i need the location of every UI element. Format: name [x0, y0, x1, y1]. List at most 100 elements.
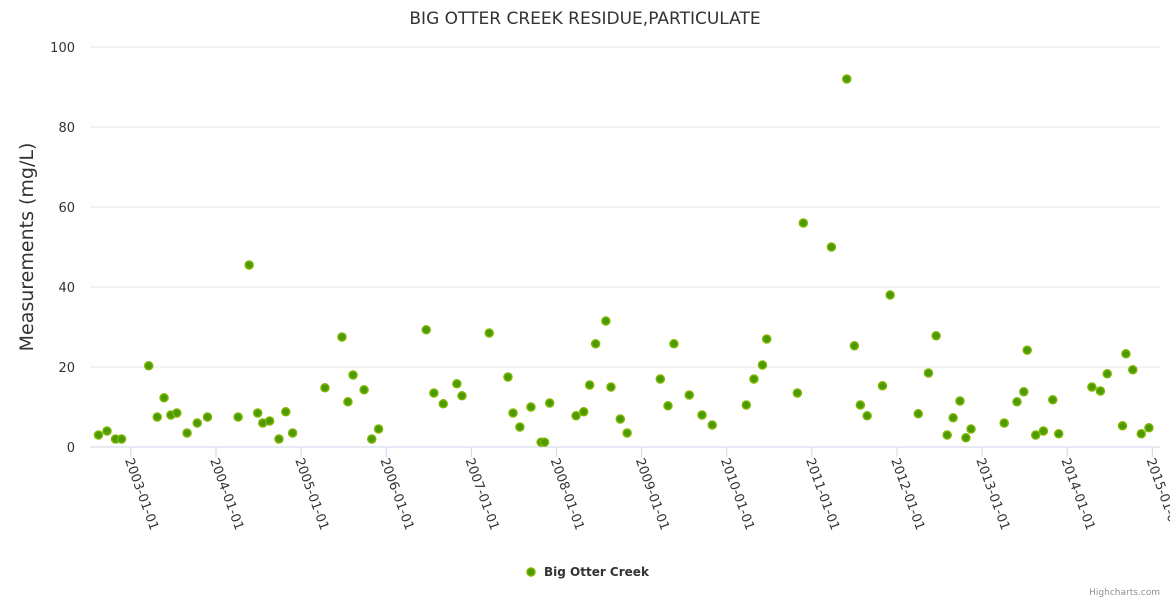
- data-point[interactable]: [457, 391, 467, 401]
- data-point[interactable]: [202, 412, 213, 422]
- data-point[interactable]: [757, 360, 768, 370]
- x-tick-label: 2007-01-01: [462, 456, 502, 532]
- legend-item[interactable]: Big Otter Creek: [526, 565, 650, 579]
- data-point[interactable]: [606, 382, 616, 392]
- data-point[interactable]: [264, 416, 275, 426]
- data-point[interactable]: [281, 407, 291, 417]
- data-point[interactable]: [192, 418, 203, 428]
- grid-lines: [90, 46, 1160, 368]
- data-point[interactable]: [669, 339, 679, 349]
- data-point[interactable]: [244, 260, 254, 270]
- data-point[interactable]: [955, 396, 965, 406]
- data-point[interactable]: [367, 434, 377, 444]
- data-point[interactable]: [885, 290, 895, 300]
- data-points: [93, 74, 1154, 447]
- data-point[interactable]: [663, 401, 673, 411]
- data-point[interactable]: [741, 400, 752, 410]
- data-point[interactable]: [849, 341, 860, 351]
- credits-link[interactable]: Highcharts.com: [1089, 588, 1160, 598]
- data-point[interactable]: [159, 393, 169, 403]
- y-tick-label: 20: [58, 361, 75, 376]
- data-point[interactable]: [923, 368, 934, 378]
- data-point[interactable]: [1019, 387, 1029, 397]
- data-point[interactable]: [287, 428, 298, 438]
- data-point[interactable]: [655, 374, 666, 384]
- x-tick-label: 2013-01-01: [972, 456, 1012, 532]
- y-tick-label: 100: [50, 41, 75, 56]
- data-point[interactable]: [622, 428, 632, 438]
- data-point[interactable]: [429, 388, 439, 398]
- data-point[interactable]: [841, 74, 852, 84]
- data-point[interactable]: [421, 325, 431, 335]
- data-point[interactable]: [1038, 426, 1049, 436]
- data-point[interactable]: [1136, 429, 1147, 439]
- data-point[interactable]: [1102, 369, 1112, 379]
- data-point[interactable]: [252, 408, 263, 418]
- data-point[interactable]: [961, 433, 971, 443]
- data-point[interactable]: [749, 374, 759, 384]
- data-point[interactable]: [143, 361, 154, 371]
- data-point[interactable]: [761, 334, 772, 344]
- data-point[interactable]: [93, 430, 104, 440]
- data-point[interactable]: [233, 412, 243, 422]
- data-point[interactable]: [526, 402, 536, 412]
- data-point[interactable]: [539, 437, 550, 447]
- data-point[interactable]: [1128, 365, 1138, 375]
- data-point[interactable]: [373, 424, 384, 434]
- data-point[interactable]: [1047, 395, 1058, 405]
- data-point[interactable]: [913, 409, 923, 419]
- data-point[interactable]: [697, 410, 707, 420]
- data-point[interactable]: [348, 370, 358, 380]
- data-point[interactable]: [452, 379, 462, 389]
- data-point[interactable]: [484, 328, 494, 338]
- data-point[interactable]: [1053, 429, 1064, 439]
- data-point[interactable]: [116, 434, 127, 444]
- data-point[interactable]: [792, 388, 803, 398]
- data-point[interactable]: [966, 424, 976, 434]
- data-point[interactable]: [826, 242, 837, 252]
- data-point[interactable]: [337, 332, 347, 342]
- data-point[interactable]: [601, 316, 611, 326]
- data-point[interactable]: [684, 390, 695, 400]
- data-point[interactable]: [1087, 382, 1097, 392]
- data-point[interactable]: [544, 398, 555, 408]
- data-point[interactable]: [584, 380, 595, 390]
- data-point[interactable]: [1022, 345, 1032, 355]
- data-point[interactable]: [182, 428, 192, 438]
- data-point[interactable]: [1030, 430, 1041, 440]
- data-point[interactable]: [877, 381, 888, 391]
- data-point[interactable]: [931, 331, 941, 341]
- data-point[interactable]: [359, 385, 369, 395]
- data-point[interactable]: [1012, 397, 1022, 407]
- x-axis-ticks: 2003-01-01 2004-01-01 2005-01-01 2006-01-01…: [121, 447, 1170, 532]
- data-point[interactable]: [942, 430, 952, 440]
- data-point[interactable]: [707, 420, 718, 430]
- y-tick-label: 40: [58, 281, 75, 296]
- data-point[interactable]: [571, 411, 581, 421]
- data-point[interactable]: [590, 339, 601, 349]
- data-point[interactable]: [343, 397, 353, 407]
- data-point[interactable]: [1121, 349, 1131, 359]
- data-point[interactable]: [320, 383, 330, 393]
- data-point[interactable]: [855, 400, 866, 410]
- data-point[interactable]: [172, 408, 182, 418]
- data-point[interactable]: [862, 411, 872, 421]
- data-point[interactable]: [615, 414, 626, 424]
- data-point[interactable]: [274, 434, 284, 444]
- data-point[interactable]: [999, 418, 1009, 428]
- data-point[interactable]: [578, 407, 589, 417]
- data-point[interactable]: [438, 399, 449, 409]
- data-point[interactable]: [948, 413, 958, 423]
- data-point[interactable]: [503, 372, 513, 382]
- data-point[interactable]: [515, 422, 525, 432]
- x-tick-label: 2004-01-01: [206, 456, 246, 532]
- data-point[interactable]: [102, 426, 112, 436]
- data-point[interactable]: [798, 218, 809, 228]
- data-point[interactable]: [1095, 386, 1106, 396]
- data-point[interactable]: [508, 408, 518, 418]
- data-point[interactable]: [1117, 421, 1128, 431]
- data-point[interactable]: [152, 412, 162, 422]
- x-tick-label: 2011-01-01: [802, 456, 842, 532]
- data-point[interactable]: [1144, 423, 1154, 433]
